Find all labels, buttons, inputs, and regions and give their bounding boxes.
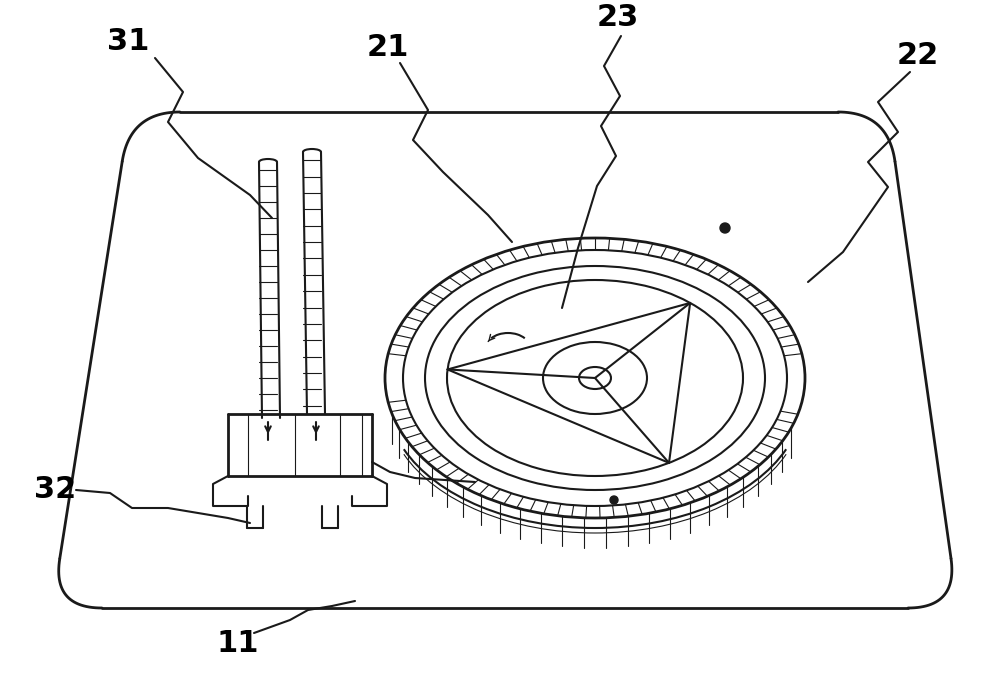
Text: 32: 32 [34, 475, 76, 504]
Text: 31: 31 [107, 28, 149, 56]
Text: 11: 11 [217, 629, 259, 658]
Text: 21: 21 [367, 34, 409, 63]
Text: 23: 23 [597, 3, 639, 32]
Text: 22: 22 [897, 41, 939, 69]
Circle shape [610, 496, 618, 504]
Circle shape [720, 223, 730, 233]
